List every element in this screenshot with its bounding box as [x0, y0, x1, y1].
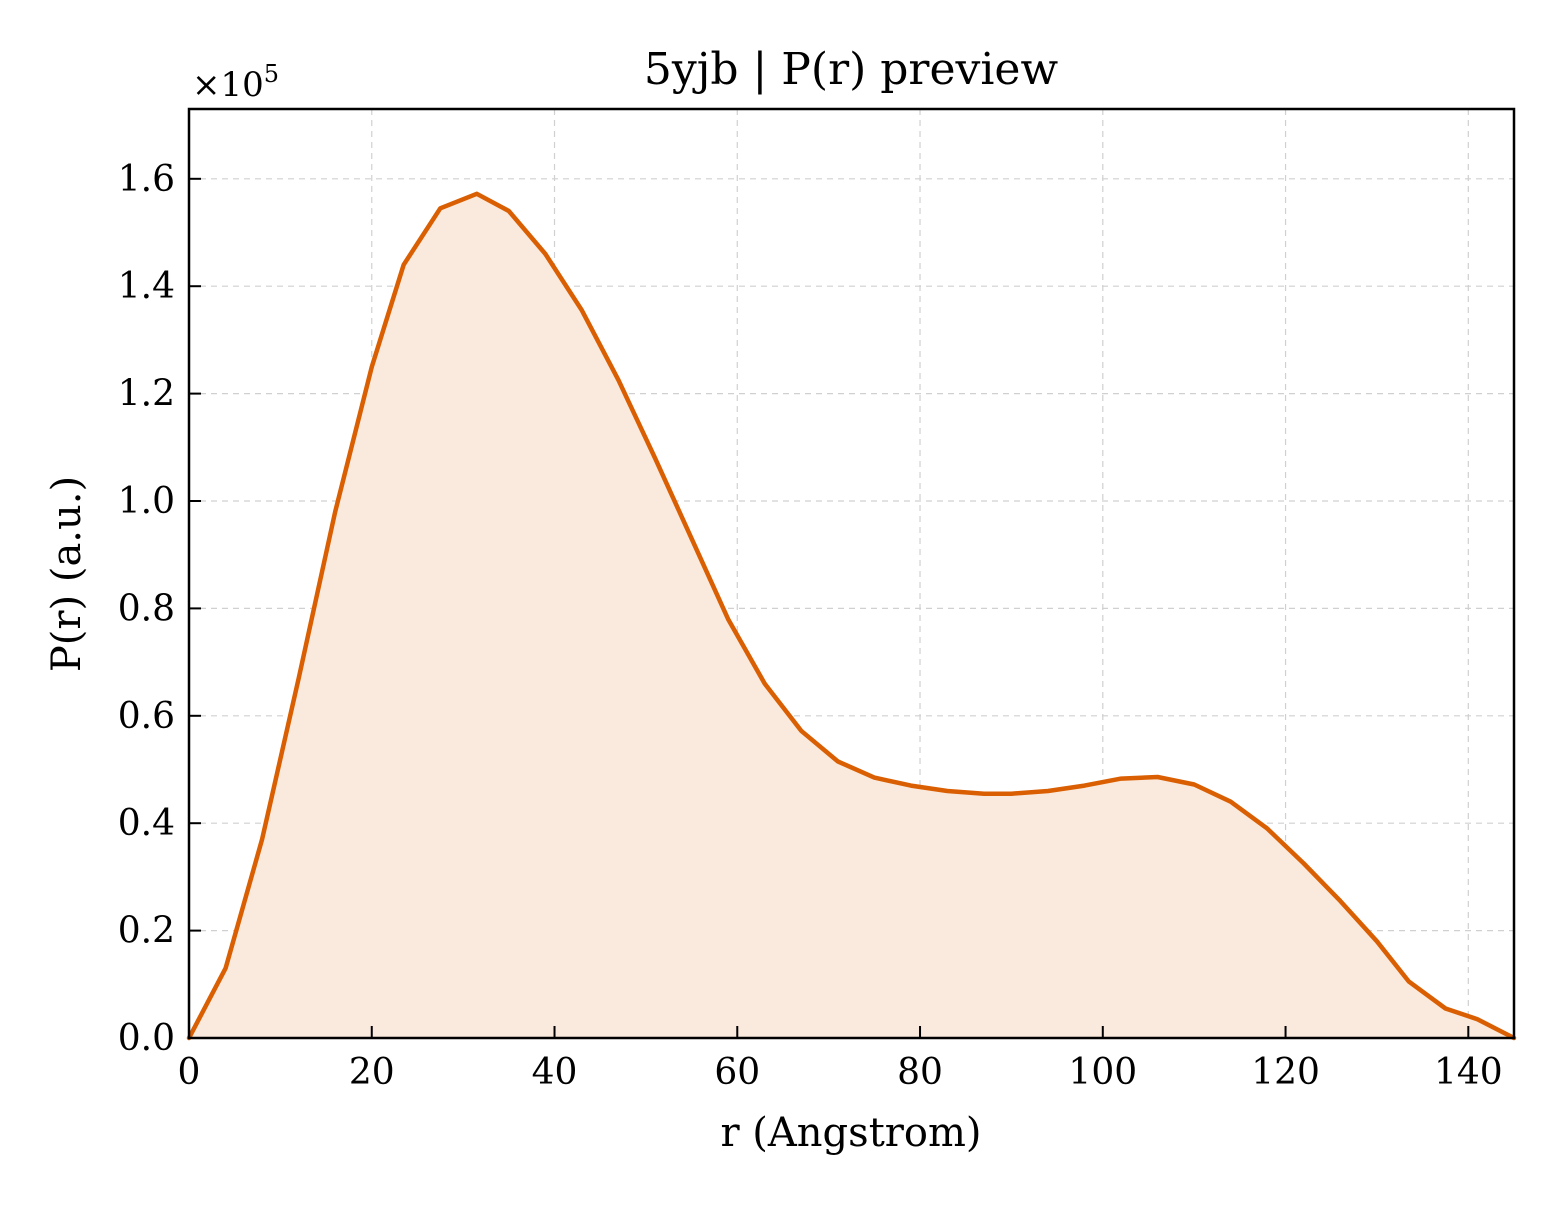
pr-area-fill — [189, 193, 1514, 1039]
y-tick-label: 1.2 — [118, 374, 175, 415]
pr-series-line — [186, 191, 1517, 1041]
tick-label-layer: 0 20 40 60 80 100 120 140 0.0 0.2 0.4 0.6 0.8 1.0 1.2 1… — [118, 159, 1503, 1093]
y-tick-label: 0.4 — [118, 803, 175, 844]
y-scale-exponent: 5 — [264, 60, 279, 88]
y-tick-label: 1.0 — [118, 481, 175, 522]
x-tick-label: 140 — [1434, 1052, 1503, 1093]
x-tick-label: 20 — [349, 1052, 395, 1093]
x-tick-label: 0 — [178, 1052, 201, 1093]
y-tick-label: 0.6 — [118, 696, 175, 737]
y-tick-label: 0.8 — [118, 588, 175, 629]
plot-frame — [187, 107, 1516, 1040]
y-scale-label: ×105 — [192, 60, 279, 105]
x-axis-label: r (Angstrom) — [720, 1110, 981, 1156]
x-tick-label: 40 — [532, 1052, 578, 1093]
y-tick-label: 0.2 — [118, 911, 175, 952]
x-tick-label: 120 — [1251, 1052, 1320, 1093]
y-axis-label: P(r) (a.u.) — [44, 476, 90, 672]
x-tick-label: 60 — [714, 1052, 760, 1093]
y-tick-label: 1.6 — [118, 159, 175, 200]
x-tick-label: 100 — [1068, 1052, 1137, 1093]
y-tick-label: 1.4 — [118, 266, 175, 307]
chart-title: 5yjb | P(r) preview — [644, 44, 1059, 95]
y-scale-base: ×10 — [192, 65, 264, 105]
y-tick-label: 0.0 — [118, 1018, 175, 1059]
x-tick-label: 80 — [897, 1052, 943, 1093]
tick-layer — [188, 177, 1470, 1039]
